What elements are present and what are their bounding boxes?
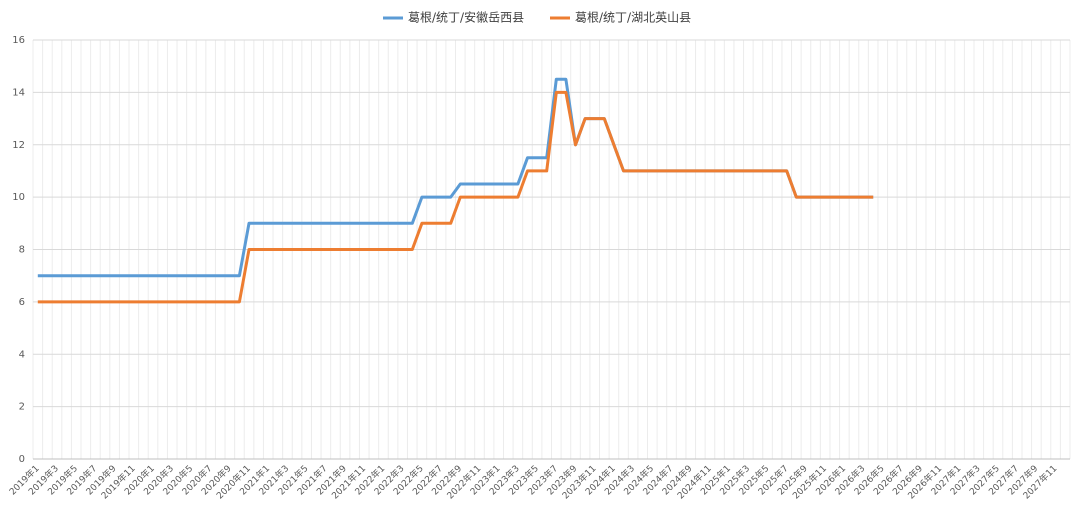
- y-tick-label: 12: [12, 140, 25, 151]
- legend-label: 葛根/统丁/安徽岳西县: [408, 10, 524, 25]
- y-tick-label: 2: [19, 402, 25, 413]
- legend-label: 葛根/统丁/湖北英山县: [575, 10, 691, 25]
- y-tick-label: 6: [19, 297, 25, 308]
- y-tick-label: 8: [19, 245, 25, 256]
- y-tick-label: 0: [19, 454, 25, 465]
- y-tick-label: 4: [19, 349, 25, 360]
- y-tick-label: 14: [12, 87, 25, 98]
- series-line: [37, 90, 874, 304]
- y-tick-label: 10: [12, 192, 25, 203]
- y-tick-label: 16: [12, 35, 25, 46]
